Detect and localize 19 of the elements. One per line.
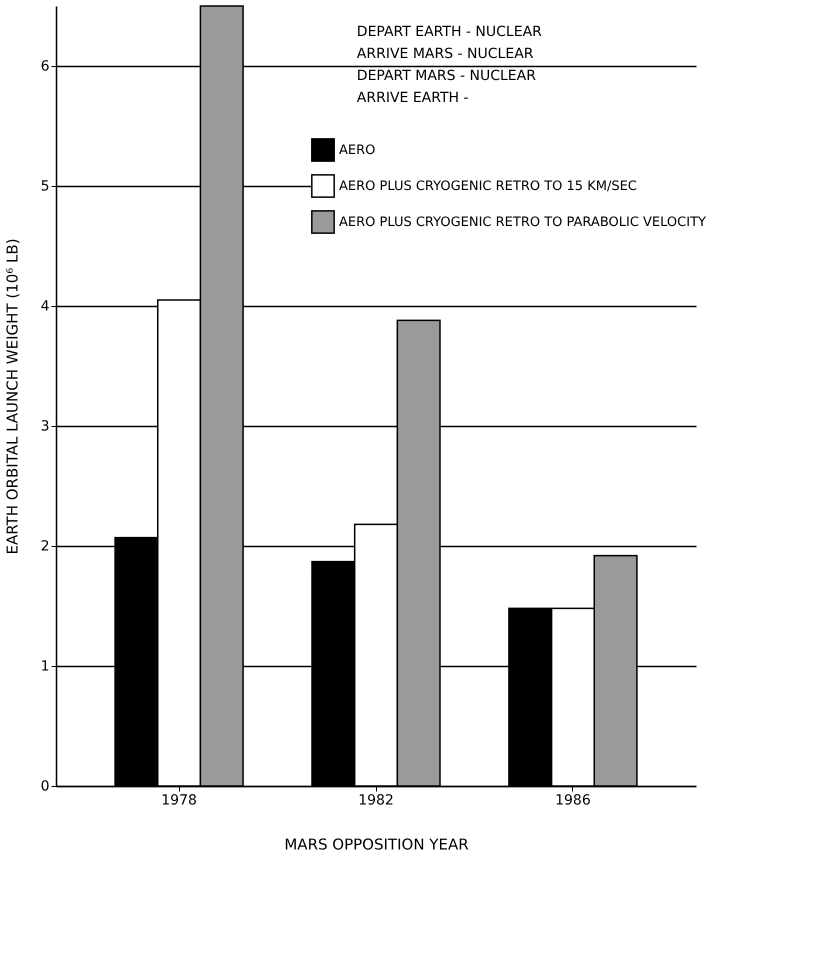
legend-label: AERO (339, 143, 376, 158)
y-tick-label: 0 (40, 778, 50, 794)
x-tick-label: 1978 (161, 792, 197, 808)
y-tick-label: 4 (40, 298, 50, 314)
y-axis-title: EARTH ORBITAL LAUNCH WEIGHT (10⁶ LB) (4, 238, 22, 555)
y-tick-label: 6 (40, 58, 50, 74)
annotation: DEPART MARS - NUCLEAR (356, 68, 536, 84)
y-tick-label: 1 (40, 658, 50, 674)
legend-label: AERO PLUS CRYOGENIC RETRO TO PARABOLIC VELOCITY (339, 215, 706, 230)
annotation: DEPART EARTH - NUCLEAR (356, 24, 542, 40)
y-tick-label: 2 (40, 538, 50, 554)
x-tick-label: 1982 (358, 792, 394, 808)
x-tick-label: 1986 (555, 792, 591, 808)
annotation: ARRIVE MARS - NUCLEAR (356, 46, 534, 62)
x-axis-title: MARS OPPOSITION YEAR (284, 836, 469, 854)
y-tick-label: 3 (40, 418, 50, 434)
legend-label: AERO PLUS CRYOGENIC RETRO TO 15 KM/SEC (339, 179, 637, 194)
y-tick-label: 5 (40, 178, 50, 194)
annotation: ARRIVE EARTH - (356, 90, 469, 106)
